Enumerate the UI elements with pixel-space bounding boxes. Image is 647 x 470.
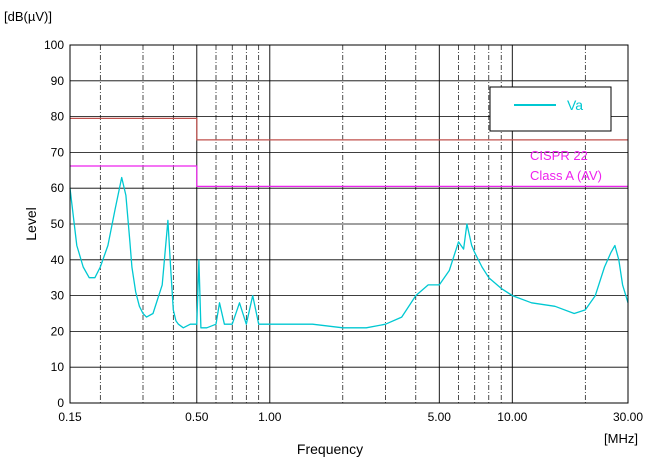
y-tick-label: 80: [51, 110, 65, 124]
annotation-line-2: Class A (AV): [530, 168, 602, 183]
legend-label-va: Va: [567, 97, 583, 113]
y-tick-label: 50: [51, 217, 65, 231]
y-unit-label: [dB(µV)]: [4, 9, 52, 24]
y-tick-label: 0: [57, 396, 64, 410]
legend-box: [489, 86, 612, 132]
grid: [70, 45, 628, 403]
x-tick-label: 0.15: [58, 410, 82, 424]
cispr-annotation: CISPR 22 Class A (AV): [530, 148, 602, 183]
y-tick-label: 40: [51, 253, 65, 267]
y-axis-title: Level: [23, 207, 39, 240]
series-line-va: [69, 176, 629, 329]
x-tick-label: 5.00: [428, 410, 452, 424]
x-unit-label: [MHz]: [604, 431, 638, 446]
y-tick-label: 10: [51, 360, 65, 374]
plot-frame: [69, 44, 629, 404]
x-tick-label: 30.00: [613, 410, 643, 424]
series-group: [69, 176, 629, 329]
x-tick-label: 1.00: [258, 410, 282, 424]
y-tick-label: 20: [51, 324, 65, 338]
limit-lines: [70, 117, 628, 187]
y-tick-label: 30: [51, 289, 65, 303]
legend: Va: [489, 86, 612, 132]
y-tick-label: 70: [51, 145, 65, 159]
y-tick-label: 90: [51, 74, 65, 88]
x-tick-label: 10.00: [497, 410, 527, 424]
annotation-line-1: CISPR 22: [530, 148, 588, 163]
x-axis-title: Frequency: [297, 441, 363, 457]
series-line-limit-av: [70, 165, 628, 187]
axis-labels: 0 10 20 30 40 50 60 70 80 90 100 0.15 0.50 1.00 5.00 10…: [44, 38, 643, 424]
y-tick-label: 100: [44, 38, 64, 52]
y-tick-label: 60: [51, 181, 65, 195]
x-tick-label: 0.50: [185, 410, 209, 424]
series-line-limit-qp: [70, 117, 628, 141]
